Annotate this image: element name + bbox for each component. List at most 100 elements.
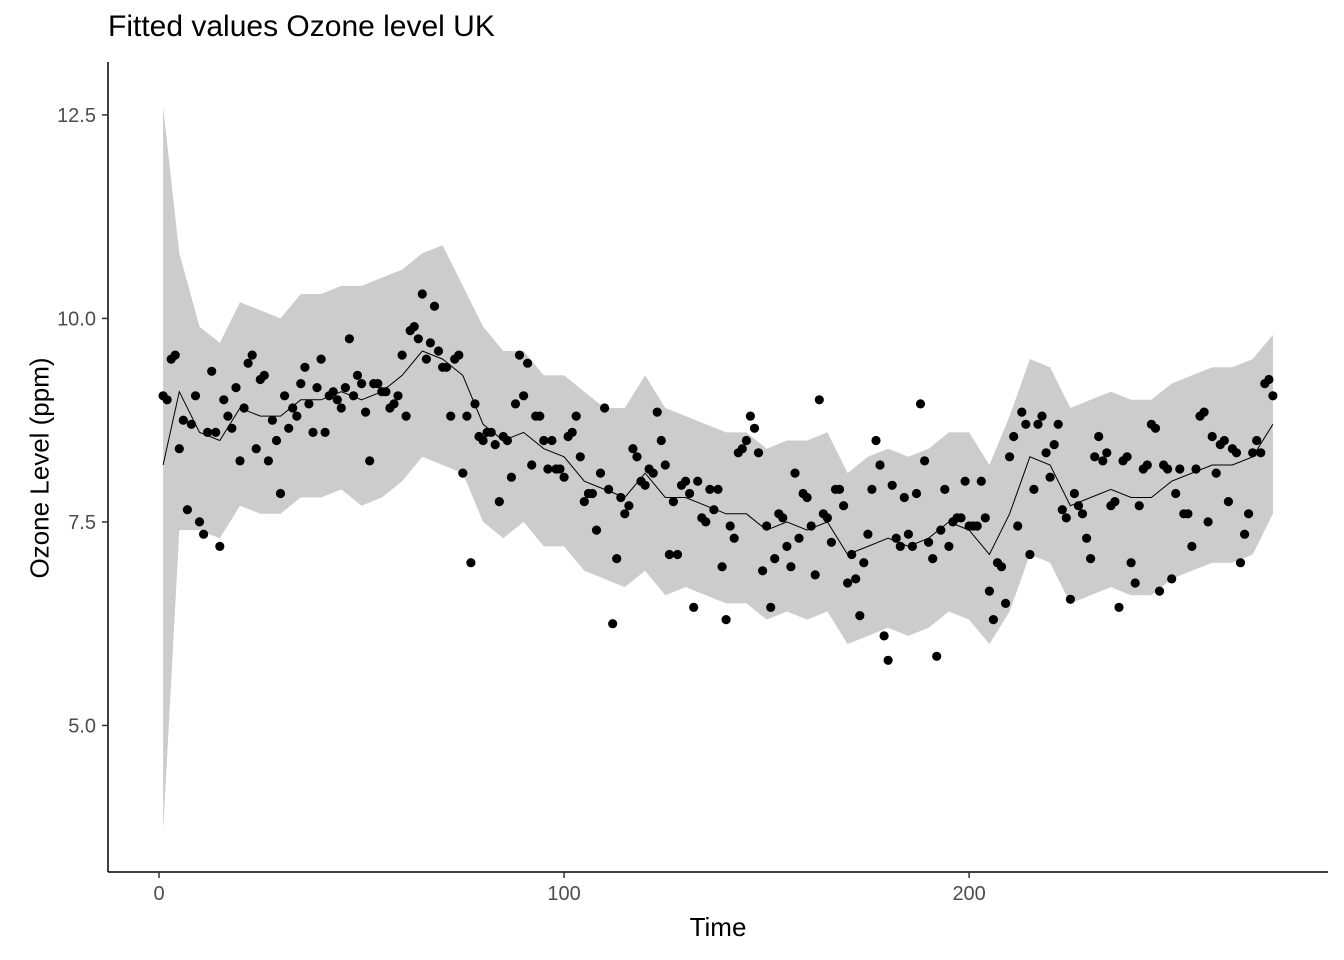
observed-point [490, 440, 500, 450]
observed-point [1150, 423, 1161, 433]
observed-point [1248, 448, 1258, 458]
observed-point [1029, 484, 1039, 494]
observed-point [1025, 549, 1035, 560]
observed-points-layer [158, 289, 1278, 665]
observed-point [1199, 407, 1209, 417]
observed-point [1094, 431, 1104, 442]
observed-point [839, 501, 849, 511]
observed-point [1041, 448, 1051, 458]
observed-point [1235, 558, 1246, 568]
observed-point [972, 521, 982, 531]
observed-point [996, 562, 1007, 572]
observed-point [879, 631, 889, 641]
observed-point [766, 602, 776, 613]
observed-point [575, 452, 585, 462]
observed-point [352, 370, 363, 380]
observed-point [604, 484, 614, 494]
observed-point [1098, 456, 1108, 466]
observed-point [494, 497, 504, 507]
observed-point [616, 492, 626, 503]
observed-point [899, 492, 909, 503]
observed-point [567, 427, 577, 437]
observed-point [928, 554, 938, 564]
observed-point [587, 488, 598, 499]
observed-point [749, 423, 760, 433]
observed-point [1045, 472, 1055, 482]
y-tick-label: 7.5 [68, 512, 96, 534]
observed-point [519, 391, 529, 401]
observed-point [539, 435, 549, 446]
observed-point [859, 558, 869, 568]
observed-point [417, 289, 427, 299]
observed-point [361, 407, 371, 417]
observed-point [409, 322, 419, 332]
x-tick-label: 0 [153, 883, 164, 905]
observed-point [235, 456, 245, 466]
observed-point [421, 354, 431, 364]
observed-point [365, 456, 375, 466]
observed-point [1017, 407, 1027, 417]
observed-point [1256, 448, 1266, 458]
observed-point [243, 358, 253, 368]
observed-point [628, 444, 638, 454]
observed-point [1191, 464, 1201, 474]
observed-point [1264, 374, 1274, 385]
observed-point [802, 492, 812, 503]
observed-point [895, 541, 905, 552]
observed-point [1086, 554, 1096, 564]
observed-point [822, 513, 833, 523]
observed-point [745, 411, 756, 421]
observed-point [855, 611, 865, 621]
observed-point [186, 419, 196, 429]
observed-point [1114, 602, 1124, 613]
observed-point [1154, 586, 1165, 596]
observed-point [980, 513, 990, 523]
observed-point [660, 460, 670, 470]
observed-point [705, 484, 715, 494]
observed-point [1268, 391, 1278, 401]
observed-point [344, 334, 354, 344]
observed-point [170, 350, 180, 360]
observed-point [373, 379, 383, 389]
observed-point [571, 411, 581, 421]
observed-point [413, 334, 423, 344]
observed-point [976, 476, 986, 486]
observed-point [1187, 541, 1197, 552]
observed-point [211, 427, 221, 437]
observed-point [470, 399, 480, 409]
observed-point [753, 448, 764, 458]
observed-point [794, 533, 804, 543]
observed-point [814, 395, 824, 405]
x-tick-label: 100 [547, 883, 580, 905]
observed-point [648, 468, 658, 478]
observed-point [786, 562, 796, 572]
observed-point [721, 615, 731, 625]
observed-point [446, 411, 456, 421]
observed-point [843, 578, 853, 588]
observed-point [1037, 411, 1047, 421]
observed-point [612, 554, 622, 564]
observed-point [770, 554, 780, 564]
observed-point [911, 488, 922, 499]
observed-point [397, 350, 407, 360]
observed-point [502, 435, 512, 446]
observed-point [915, 399, 926, 409]
observed-point [1090, 452, 1100, 462]
observed-point [988, 615, 999, 625]
observed-point [207, 366, 217, 376]
observed-point [271, 435, 282, 446]
observed-point [867, 484, 877, 494]
observed-point [579, 497, 589, 507]
observed-point [304, 399, 314, 409]
observed-point [1244, 509, 1254, 519]
observed-point [778, 513, 788, 523]
observed-point [940, 484, 950, 494]
observed-point [762, 521, 772, 531]
observed-point [737, 444, 747, 454]
observed-point [1057, 505, 1067, 515]
observed-point [316, 354, 326, 364]
observed-point [312, 383, 322, 393]
observed-point [1122, 452, 1132, 462]
observed-point [693, 476, 703, 486]
observed-point [1073, 501, 1084, 511]
